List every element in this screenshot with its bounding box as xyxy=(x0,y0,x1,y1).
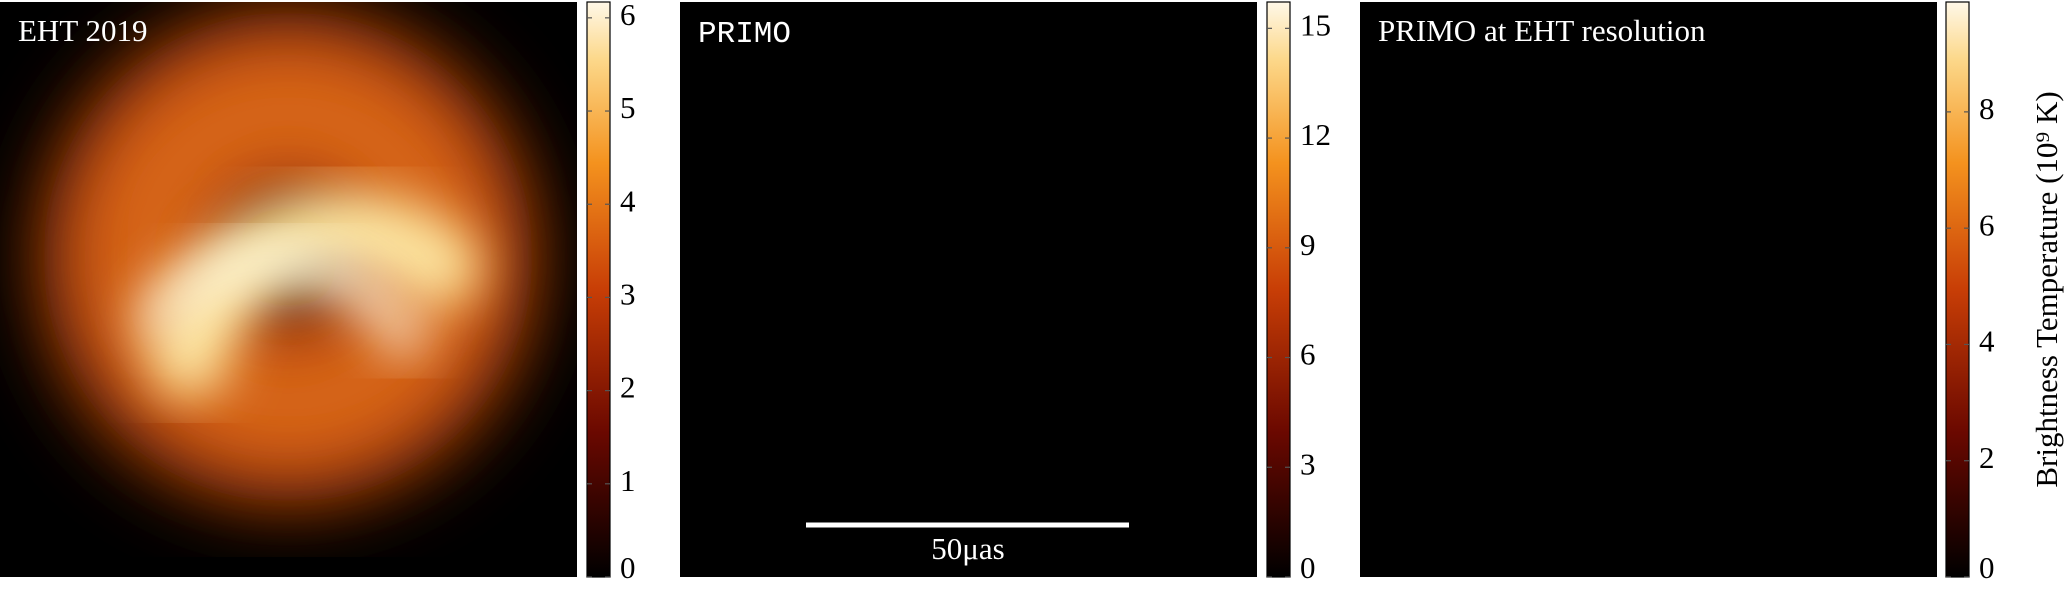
colorbar-tick-label: 9 xyxy=(1300,227,1316,262)
colorbar-tick-label: 2 xyxy=(1979,440,1995,475)
colorbar-tick-label: 0 xyxy=(620,550,636,585)
panel-title: PRIMO at EHT resolution xyxy=(1378,13,1706,48)
colorbar-tick-label: 0 xyxy=(1979,550,1995,585)
colorbar-tick-label: 8 xyxy=(1979,91,1995,126)
image-background xyxy=(1360,2,1937,577)
colorbar-tick-label: 3 xyxy=(1300,446,1316,481)
colorbar-tick-label: 6 xyxy=(1979,207,1995,242)
colorbar-tick-label: 6 xyxy=(620,0,636,32)
emission xyxy=(133,242,427,360)
colorbar-tick-label: 3 xyxy=(620,277,636,312)
colorbar-tick-label: 15 xyxy=(1300,7,1331,42)
panel: PRIMO at EHT resolution 0 2 4 6 8 Brightness T… xyxy=(1360,1,2064,585)
panel: PRIMO 50μas 0 3 6 9 12 15 xyxy=(680,1,1331,585)
colorbar-label: Brightness Temperature (10⁹ K) xyxy=(2029,91,2064,487)
panel: EHT 2019 0 1 2 3 4 5 6 xyxy=(0,0,636,585)
image xyxy=(43,12,533,502)
colorbar-tick-label: 4 xyxy=(1979,324,1995,359)
colorbar-tick-label: 5 xyxy=(620,90,636,125)
scale-bar-label: 50μas xyxy=(931,531,1004,566)
colorbar xyxy=(1266,1,1291,578)
colorbar-tick-label: 12 xyxy=(1300,117,1331,152)
emission xyxy=(148,190,481,399)
panel-title: PRIMO xyxy=(698,17,791,52)
image-background xyxy=(680,2,1257,577)
colorbar xyxy=(1945,1,1970,578)
colorbar-tick-label: 2 xyxy=(620,370,636,405)
colorbar-tick-label: 4 xyxy=(620,183,636,218)
colorbar xyxy=(586,1,611,578)
colorbar-tick-label: 6 xyxy=(1300,337,1316,372)
colorbar-tick-label: 1 xyxy=(620,463,636,498)
colorbar-tick-label: 0 xyxy=(1300,550,1316,585)
panel-title: EHT 2019 xyxy=(18,13,147,48)
